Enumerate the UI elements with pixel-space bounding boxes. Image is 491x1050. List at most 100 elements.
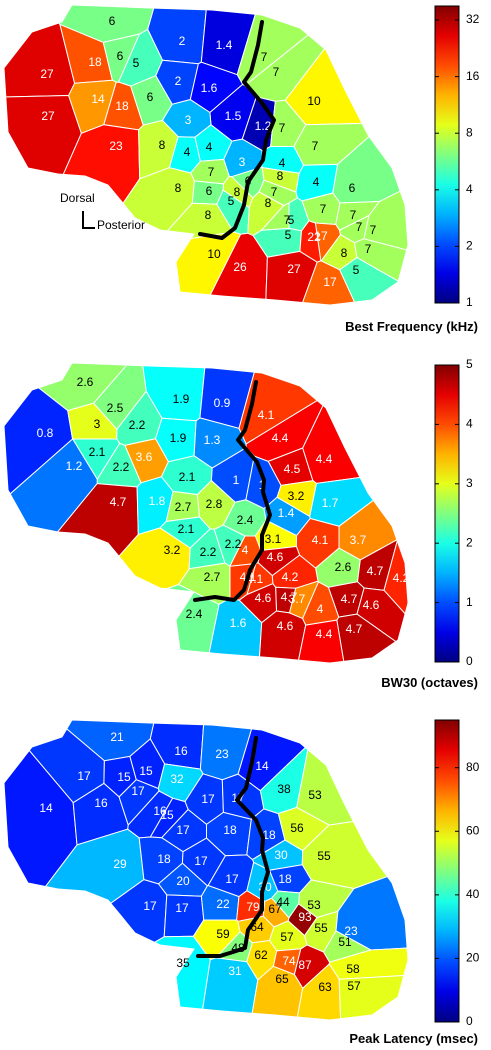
dorsal-label: Dorsal [60, 191, 95, 205]
bw30-cell-value: 2.4 [186, 607, 203, 621]
bf-cell-value: 18 [115, 99, 129, 113]
bw30-cell-value: 2.2 [225, 537, 242, 551]
latency-colorbar-tick-label: 80 [466, 760, 480, 774]
peak-latency-colorbar: 0 20 40 60 80 [434, 719, 480, 1028]
latency-cell-value: 16 [94, 796, 108, 810]
latency-cell-value: 79 [246, 900, 260, 914]
bf-cell-value: 17 [314, 229, 328, 243]
bw30-cell-value: 3.2 [164, 543, 181, 557]
bf-cell-value: 7 [356, 220, 363, 234]
bf-cell-value: 10 [307, 94, 321, 108]
bf-cell [4, 5, 76, 98]
latency-cell [4, 879, 168, 1020]
bf-cell-value: 6 [206, 184, 213, 198]
bw30-cell-value: 1.6 [230, 616, 247, 630]
bf-cell-value: 23 [109, 139, 123, 153]
latency-cell-value: 23 [344, 924, 358, 938]
latency-cell-value: 74 [282, 954, 296, 968]
bf-cell-value: 8 [341, 246, 348, 260]
bf-cell [43, 231, 242, 305]
latency-cell-value: 17 [143, 899, 157, 913]
latency-cell-value: 17 [77, 769, 91, 783]
latency-cell-value: 17 [225, 872, 239, 886]
bw30-cell-value: 3.1 [265, 532, 282, 546]
latency-cell-value: 17 [201, 792, 215, 806]
bf-cell-value: 8 [159, 138, 166, 152]
bf-cell-value: 14 [91, 92, 105, 106]
bf-cell-value: 8 [234, 185, 241, 199]
bw30-cell-value: 1.4 [278, 506, 295, 520]
bw30-cell-value: 4.4 [316, 627, 333, 641]
bw30-cell-value: 4.7 [110, 495, 127, 509]
latency-cell-value: 22 [216, 897, 230, 911]
bf-cell-value: 3 [185, 113, 192, 127]
bf-cell-value: 5 [353, 263, 360, 277]
bw30-cell-value: 3.2 [288, 489, 305, 503]
latency-cell-value: 62 [254, 948, 268, 962]
bf-cell-value: 7 [350, 208, 357, 222]
bf-cell-value: 17 [323, 275, 337, 289]
best-frequency-colorbar: 1 2 4 8 16 32 [434, 5, 480, 309]
bw30-cell-value: 2.1 [179, 470, 196, 484]
bf-cell-value: 18 [88, 55, 102, 69]
peak-latency-boundary [196, 736, 270, 958]
bf-cell-value: 5 [228, 194, 235, 208]
bw30-cell-value: 3.7 [289, 592, 306, 606]
latency-cell-value: 51 [338, 935, 352, 949]
bf-cell-value: 27 [41, 109, 55, 123]
latency-cell-value: 53 [307, 898, 321, 912]
bf-cell-value: 1.5 [225, 109, 242, 123]
latency-cell-value: 17 [194, 854, 208, 868]
latency-cell-value: 18 [223, 823, 237, 837]
bf-cell-value: 5 [133, 56, 140, 70]
latency-cell-value: 65 [275, 972, 289, 986]
bw30-cell-value: 2.1 [89, 445, 106, 459]
latency-cell-value: 21 [110, 730, 124, 744]
bf-cell-value: 8 [277, 169, 284, 183]
latency-cell-value: 20 [176, 874, 190, 888]
bw30-cell-value: 1.9 [173, 392, 190, 406]
bw30-colorbar: 0 1 2 3 4 5 [434, 357, 473, 668]
bf-cell-value: 4 [184, 145, 191, 159]
bw30-colorbar-tick-label: 3 [466, 476, 473, 490]
bw30-cell-value: 0.9 [214, 396, 231, 410]
bf-cell-value: 7 [365, 242, 372, 256]
bw30-cell-value: 4.7 [346, 622, 363, 636]
bw30-colorbar-tick-label: 4 [466, 417, 473, 431]
latency-cell-value: 56 [290, 821, 304, 835]
latency-cell-value: 18 [262, 828, 276, 842]
latency-cell-value: 67 [268, 902, 282, 916]
bw30-cell-value: 2.5 [107, 401, 124, 415]
bw30-cell-value: 2.4 [237, 513, 254, 527]
latency-cell-value: 87 [298, 958, 312, 972]
bf-cell-value: 27 [40, 67, 54, 81]
latency-cell-value: 93 [298, 910, 312, 924]
bw30-cell-value: 4.1 [247, 572, 264, 586]
bw30-cell [4, 584, 220, 663]
latency-cell-value: 16 [153, 804, 167, 818]
bf-cell-value: 7 [284, 213, 291, 227]
bw30-cell-value: 4 [242, 543, 249, 557]
bf-cell-value: 2 [175, 74, 182, 88]
bf-cell-value: 7 [370, 223, 377, 237]
bw30-cell-value: 2.2 [113, 460, 130, 474]
bw30-cell-value: 1.2 [66, 459, 83, 473]
bf-cell-value: 7 [261, 50, 268, 64]
latency-cell-value: 31 [228, 964, 242, 978]
bf-colorbar-tick-label: 16 [466, 69, 480, 83]
bw30-cell-value: 4.6 [255, 591, 272, 605]
bw30-cell-value: 4.4 [316, 452, 333, 466]
latency-colorbar-tick-label: 20 [466, 951, 480, 965]
bf-colorbar-tick-label: 8 [466, 125, 473, 139]
bf-cell-value: 22 [307, 230, 321, 244]
bw30-cell-value: 4.1 [258, 408, 275, 422]
latency-colorbar-gradient [434, 719, 460, 1023]
bf-cell-value: 26 [233, 260, 247, 274]
bw30-cell-value: 2.2 [200, 545, 217, 559]
bf-cell-value: 3 [239, 155, 246, 169]
bw30-cell-value: 2.7 [175, 500, 192, 514]
bw30-cell-value: 3.6 [136, 450, 153, 464]
latency-colorbar-tick-label: 0 [466, 1014, 473, 1028]
latency-cell-value: 14 [255, 759, 269, 773]
